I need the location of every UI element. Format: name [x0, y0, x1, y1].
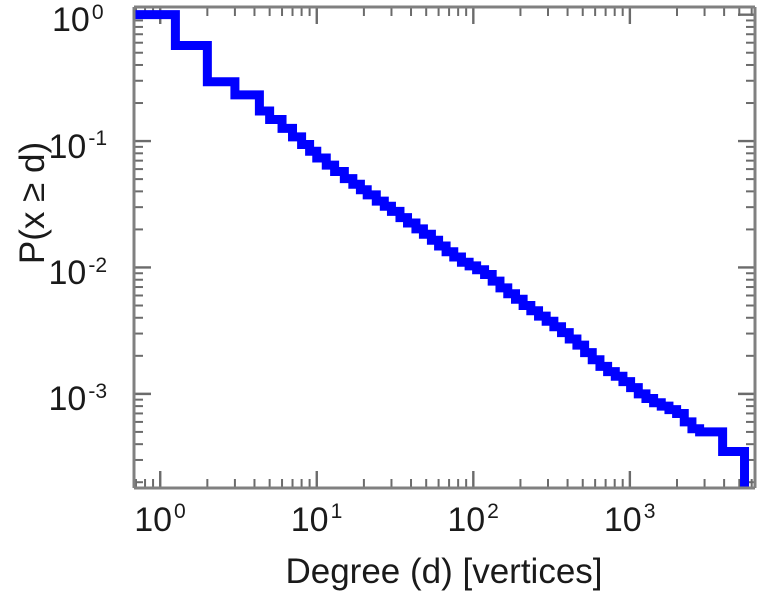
x-tick-label-1e2: 102 — [447, 500, 499, 539]
x-tick-label-1e3: 103 — [603, 500, 656, 539]
y-tick-label-1e0: 100 — [52, 0, 104, 40]
x-axis-label: Degree (d) [vertices] — [285, 552, 603, 591]
x-tick-label-1e1: 101 — [290, 500, 343, 539]
x-tick-label-1e0: 100 — [134, 500, 186, 539]
y-tick-label-1e-3: 10-3 — [48, 380, 108, 419]
y-tick-label-1e-1: 10-1 — [48, 127, 108, 166]
y-tick-label-1e-2: 10-2 — [48, 253, 108, 292]
